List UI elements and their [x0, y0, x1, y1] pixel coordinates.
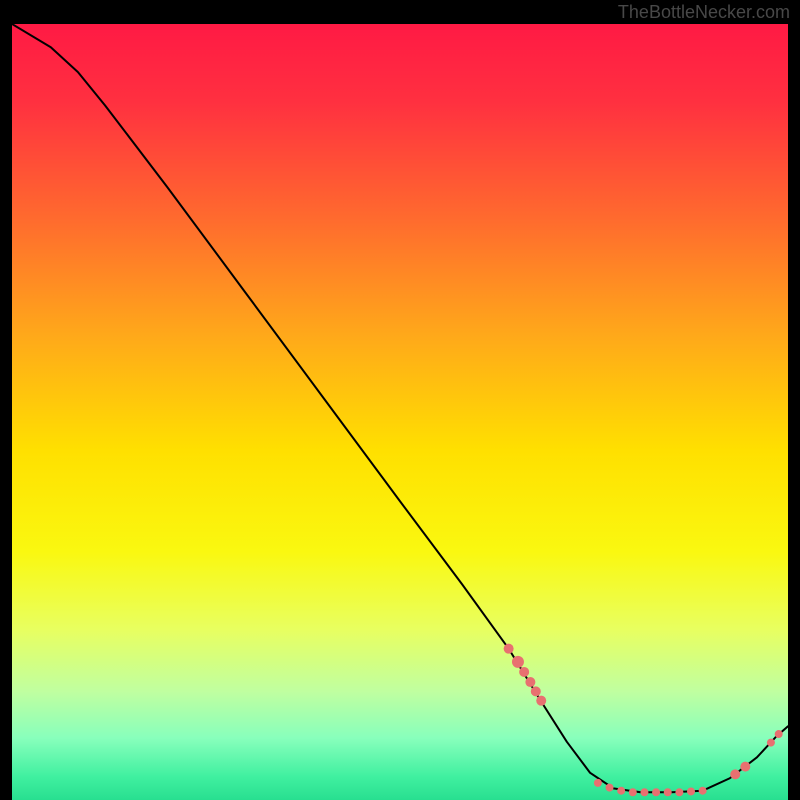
watermark-text: TheBottleNecker.com	[618, 2, 790, 23]
bottleneck-chart	[12, 24, 788, 800]
chart-container	[12, 24, 788, 800]
